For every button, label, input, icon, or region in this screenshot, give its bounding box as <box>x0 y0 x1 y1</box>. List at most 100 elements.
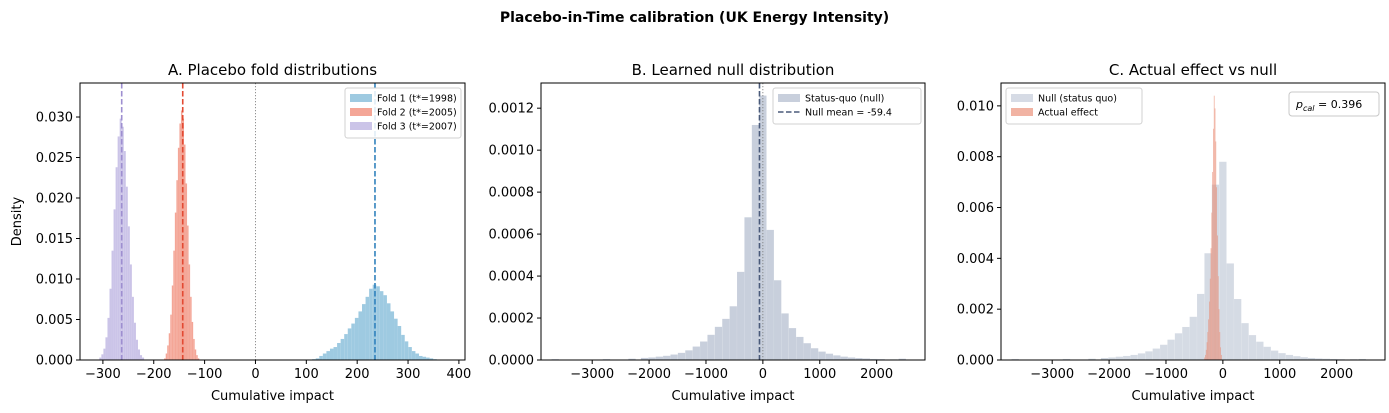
histogram-bar <box>194 349 197 360</box>
histogram-bar <box>117 136 120 360</box>
histogram-bar <box>1108 357 1116 360</box>
legend-label: Fold 2 (t*=2005) <box>377 108 457 119</box>
histogram-bar <box>1263 346 1271 360</box>
histogram-bar <box>692 346 700 360</box>
histogram-bar <box>1216 187 1218 360</box>
p-subscript: cal <box>1303 104 1315 113</box>
x-tick-label: −3000 <box>1030 367 1074 382</box>
histogram-bar <box>426 357 430 360</box>
histogram-bar <box>115 167 118 360</box>
histogram-bar <box>810 348 819 360</box>
histogram-bar <box>191 321 194 360</box>
histogram-bar <box>1207 332 1209 360</box>
histogram-bar <box>103 348 106 360</box>
legend-swatch <box>778 94 800 102</box>
histogram-bar <box>429 358 434 360</box>
histogram-bar <box>1115 356 1123 360</box>
y-tick-label: 0.0010 <box>489 144 535 159</box>
histogram-bar <box>722 318 730 360</box>
x-tick-label: 200 <box>345 367 370 382</box>
histogram-bar <box>1307 357 1316 360</box>
histogram-bar <box>358 311 363 360</box>
histogram-bar <box>167 345 169 360</box>
histogram-bar <box>640 357 649 360</box>
x-tick-label: 2000 <box>860 367 893 382</box>
histogram-bar <box>333 347 338 360</box>
y-tick-label: 0.008 <box>957 150 994 165</box>
histogram-bar <box>1152 348 1160 360</box>
histogram-bar <box>1137 353 1146 360</box>
annotation-box <box>1288 91 1380 117</box>
p-cal-text: pcal = 0.396 <box>1295 98 1362 113</box>
histogram-bar <box>1330 358 1338 360</box>
histogram-bar <box>898 358 906 360</box>
x-tick-label: 0 <box>1219 367 1227 382</box>
histogram-bar <box>1011 358 1019 360</box>
y-tick-label: 0.006 <box>957 201 994 216</box>
x-tick-label: 2000 <box>1320 367 1353 382</box>
panel-c: −3000 −2000 −1000 0 1000 2000 0.000 0.002 0.004 0… <box>957 61 1386 404</box>
x-tick-label: −3000 <box>570 367 614 382</box>
histogram-bar <box>329 348 334 360</box>
legend-label: Fold 3 (t*=2007) <box>377 122 457 133</box>
axes-frame <box>79 82 466 361</box>
histogram-bar <box>121 126 124 360</box>
histogram-bar <box>1189 316 1197 360</box>
axes-frame <box>540 82 926 361</box>
histogram-bar <box>131 296 134 360</box>
histogram-bar <box>109 288 112 360</box>
y-tick-label: 0.0004 <box>489 270 535 285</box>
histogram-bar <box>1167 339 1175 360</box>
y-tick-label: 0.0000 <box>489 354 535 369</box>
histogram-bar <box>1234 299 1242 360</box>
histogram-bar <box>1218 309 1220 360</box>
axes-frame <box>1000 82 1386 361</box>
x-tick-label: −1000 <box>684 367 728 382</box>
y-tick-label: 0.030 <box>36 111 73 126</box>
x-tick-label: 300 <box>396 367 421 382</box>
histogram-bar <box>788 328 797 360</box>
histogram-bar <box>825 353 834 360</box>
legend-swatch <box>350 108 372 116</box>
legend-frame <box>772 87 922 125</box>
panel-title: C. Actual effect vs null <box>1109 61 1277 79</box>
histogram-bar <box>180 110 183 360</box>
histogram-bar <box>1213 95 1215 360</box>
histogram-bar <box>1214 108 1216 360</box>
histogram-bar <box>173 250 175 360</box>
legend-swatch <box>1011 94 1033 102</box>
histogram-bar <box>1205 354 1206 360</box>
histogram-bar <box>1210 248 1212 360</box>
histogram-bar <box>1212 171 1214 360</box>
histogram-bar <box>369 288 373 360</box>
histogram-bar <box>184 144 186 360</box>
histogram-bar <box>648 357 656 360</box>
histogram-bar <box>1130 354 1138 360</box>
histogram-bar <box>1278 353 1286 360</box>
legend-swatch <box>350 122 372 130</box>
panel-title: B. Learned null distribution <box>632 61 835 79</box>
histogram-bar <box>1220 347 1221 360</box>
histogram-bar <box>1174 333 1183 360</box>
histogram-bar <box>700 341 708 360</box>
histogram-bar <box>840 356 848 360</box>
y-tick-label: 0.000 <box>957 354 994 369</box>
histogram-bar <box>1206 342 1208 360</box>
histogram-bar <box>628 358 636 360</box>
histogram-bar <box>774 280 782 360</box>
p-value: = 0.396 <box>1315 98 1363 111</box>
histogram-bar <box>319 355 323 360</box>
histogram-bar <box>796 336 804 360</box>
histogram-bar <box>326 351 330 360</box>
histogram-bar <box>870 358 878 360</box>
histogram-bar <box>670 354 678 360</box>
histogram-bar <box>1062 358 1071 360</box>
histogram-bar <box>164 358 166 360</box>
histogram-bar <box>1209 301 1210 360</box>
histogram-bar <box>401 334 405 360</box>
legend-frame <box>1005 87 1143 125</box>
histogram-bar <box>165 353 168 360</box>
series-3-bars <box>99 118 145 361</box>
x-axis-label: Cumulative impact <box>671 389 794 404</box>
histogram-bar <box>685 350 693 360</box>
